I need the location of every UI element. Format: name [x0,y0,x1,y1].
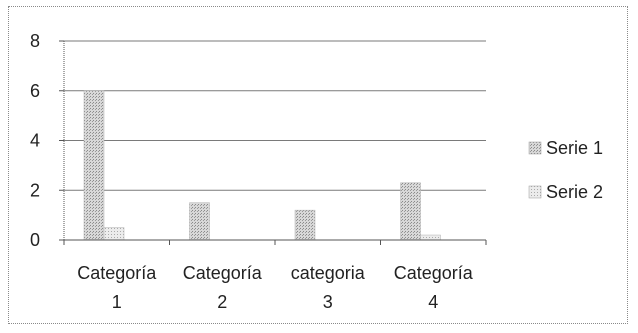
category-label-1-line1: Categoría [77,263,157,283]
bar-serie-1-cat3 [294,209,316,241]
y-tick-label-4: 4 [30,131,40,151]
legend-label-1: Serie 1 [546,138,603,158]
bar-serie-1-cat2 [189,202,210,241]
category-label-1-line2: 1 [112,292,122,312]
y-tick-label-8: 8 [30,31,40,51]
bar-serie-1-cat1 [83,90,105,241]
legend-swatch-1 [528,141,542,155]
legend-swatch-2 [528,185,542,199]
category-label-2-line1: Categoría [183,263,263,283]
bar-serie-2-cat1 [103,227,125,241]
category-label-3-line2: 3 [323,292,333,312]
category-label-2-line2: 2 [217,292,227,312]
legend-label-2: Serie 2 [546,182,603,202]
y-tick-label-2: 2 [30,180,40,200]
bar-serie-2-cat4 [420,234,441,241]
chart-frame [8,6,628,324]
bar-serie-1-cat4 [400,182,421,241]
category-label-3-line1: categoria [291,263,366,283]
category-label-4-line1: Categoría [394,263,474,283]
category-label-4-line2: 4 [428,292,438,312]
y-tick-label-6: 6 [30,81,40,101]
y-tick-label-0: 0 [30,230,40,250]
